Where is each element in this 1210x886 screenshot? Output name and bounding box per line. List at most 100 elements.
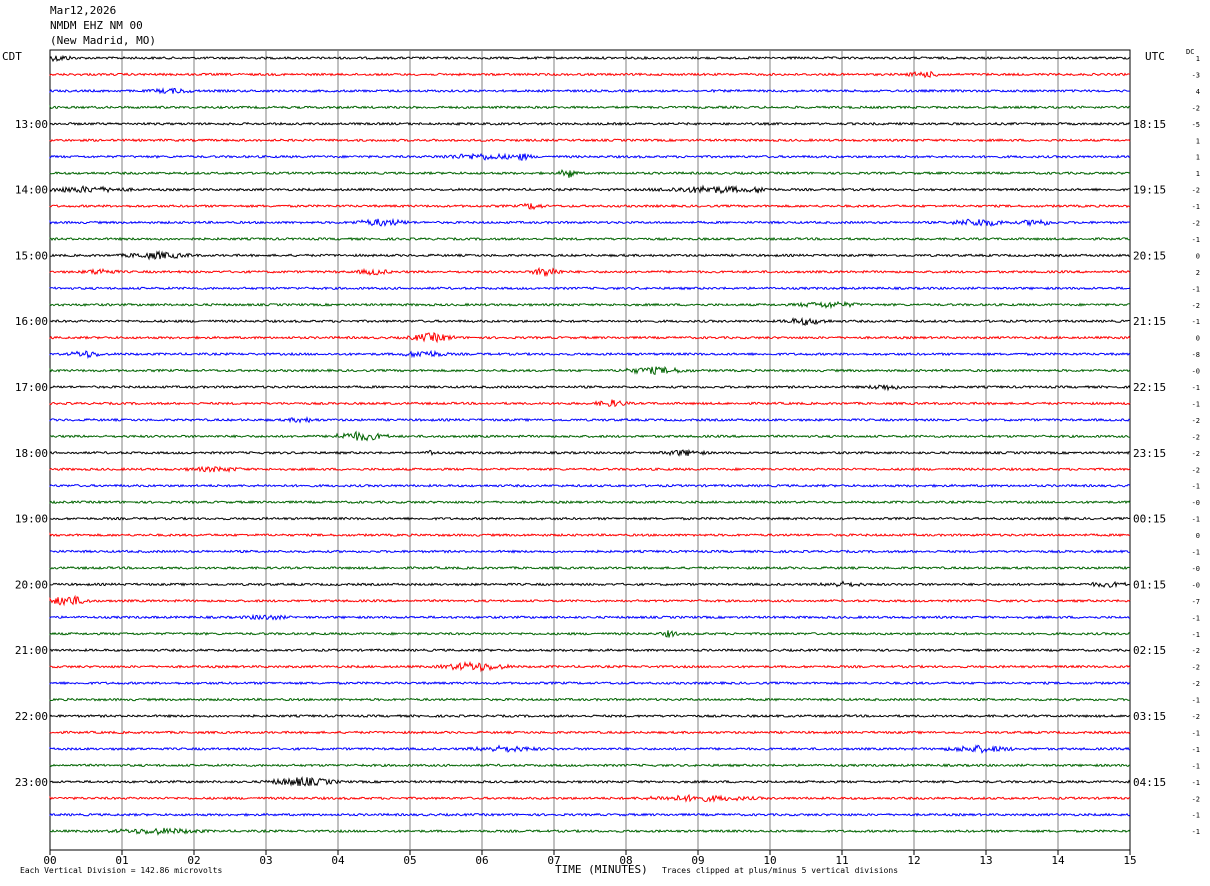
dc-offset-label: -2: [1192, 104, 1200, 112]
x-tick-label: 01: [115, 854, 128, 867]
dc-offset-label: -1: [1192, 400, 1200, 408]
right-hour-label: 03:15: [1133, 710, 1166, 723]
trace-row-11: [49, 236, 1131, 242]
trace-row-0: [49, 54, 1131, 63]
right-hour-label: 02:15: [1133, 644, 1166, 657]
x-tick-label: 06: [475, 854, 488, 867]
dc-offset-label: -2: [1192, 466, 1200, 474]
trace-row-5: [49, 138, 1131, 143]
x-tick-label: 00: [43, 854, 56, 867]
dc-offset-label: -5: [1192, 121, 1200, 129]
dc-offset-label: 4: [1196, 88, 1200, 96]
trace-row-2: [49, 87, 1130, 95]
trace-row-20: [49, 384, 1131, 392]
dc-offset-label: -1: [1192, 614, 1200, 622]
trace-row-21: [49, 399, 1131, 408]
dc-offset-label: 0: [1196, 532, 1200, 540]
trace-row-6: [49, 152, 1131, 162]
trace-row-12: [49, 249, 1131, 261]
dc-offset-label: -1: [1192, 697, 1200, 705]
trace-row-10: [49, 217, 1131, 228]
dc-offset-label: -0: [1192, 499, 1200, 507]
x-tick-label: 09: [691, 854, 704, 867]
x-tick-label: 12: [907, 854, 920, 867]
header-location: (New Madrid, MO): [50, 34, 156, 47]
trace-row-24: [49, 448, 1131, 457]
dc-offset-label: -1: [1192, 285, 1200, 293]
dc-offset-label: -1: [1192, 236, 1200, 244]
header-date: Mar12,2026: [50, 4, 117, 17]
plot-frame: [49, 49, 1131, 851]
dc-offset-label: -2: [1192, 450, 1200, 458]
trace-row-29: [49, 532, 1131, 538]
left-hour-label: 20:00: [15, 578, 48, 591]
trace-row-16: [49, 317, 1131, 327]
dc-offset-label: 0: [1196, 252, 1200, 260]
trace-row-3: [49, 104, 1131, 110]
dc-offset-label: 2: [1196, 269, 1200, 277]
trace-row-46: [49, 812, 1131, 817]
trace-row-38: [49, 680, 1131, 686]
dc-offset-label: -1: [1192, 729, 1200, 737]
trace-row-17: [49, 332, 1131, 344]
dc-offset-label: -2: [1192, 647, 1200, 655]
trace-row-36: [49, 647, 1131, 653]
dc-offset-label: -2: [1192, 713, 1200, 721]
x-tick-label: 07: [547, 854, 560, 867]
trace-row-40: [49, 713, 1131, 719]
left-hour-label: 16:00: [15, 315, 48, 328]
right-hour-label: 20:15: [1133, 249, 1166, 262]
right-hour-label: 04:15: [1133, 776, 1166, 789]
right-hour-label: 00:15: [1133, 513, 1166, 526]
left-hour-label: 13:00: [15, 118, 48, 131]
trace-row-42: [49, 744, 1131, 754]
dc-offset-label: -1: [1192, 762, 1200, 770]
dc-offset-label: 1: [1196, 55, 1200, 63]
dc-offset-label: -1: [1192, 631, 1200, 639]
trace-row-32: [49, 580, 1131, 589]
dc-offset-label: -2: [1192, 302, 1200, 310]
dc-offset-label: 1: [1196, 154, 1200, 162]
dc-offset-label: -1: [1192, 828, 1200, 836]
dc-offset-label: -2: [1192, 433, 1200, 441]
dc-offset-label: -7: [1192, 598, 1200, 606]
trace-row-33: [49, 594, 1131, 607]
trace-row-30: [49, 549, 1130, 554]
trace-row-39: [49, 697, 1131, 702]
right-timezone-label: UTC: [1145, 50, 1165, 63]
left-hour-label: 17:00: [15, 381, 48, 394]
trace-row-19: [49, 366, 1131, 375]
dc-offset-label: 1: [1196, 137, 1200, 145]
x-tick-label: 10: [763, 854, 776, 867]
trace-row-25: [49, 465, 1131, 473]
left-timezone-label: CDT: [2, 50, 22, 63]
dc-offset-label: -2: [1192, 187, 1200, 195]
header-station: NMDM EHZ NM 00: [50, 19, 143, 32]
dc-offset-label: -0: [1192, 581, 1200, 589]
right-hour-label: 22:15: [1133, 381, 1166, 394]
scale-note: Each Vertical Division = 142.86 microvol…: [20, 866, 223, 875]
left-hour-label: 18:00: [15, 447, 48, 460]
trace-row-31: [49, 565, 1131, 571]
trace-row-35: [49, 630, 1131, 638]
dc-offset-label: -8: [1192, 351, 1200, 359]
trace-row-14: [49, 286, 1131, 291]
trace-row-1: [49, 70, 1131, 79]
left-hour-label: 14:00: [15, 184, 48, 197]
trace-row-8: [49, 184, 1130, 195]
dc-offset-label: -3: [1192, 71, 1200, 79]
x-tick-label: 05: [403, 854, 416, 867]
left-hour-label: 23:00: [15, 776, 48, 789]
x-tick-label: 02: [187, 854, 200, 867]
left-hour-label: 21:00: [15, 644, 48, 657]
trace-row-9: [49, 202, 1131, 211]
trace-row-7: [49, 169, 1131, 178]
x-tick-label: 14: [1051, 854, 1065, 867]
dc-offset-label: 0: [1196, 335, 1200, 343]
dc-offset-label: -1: [1192, 779, 1200, 787]
dc-label: DC: [1186, 48, 1195, 56]
dc-offset-label: -0: [1192, 368, 1200, 376]
trace-row-22: [49, 416, 1131, 424]
right-hour-label: 21:15: [1133, 315, 1166, 328]
dc-offset-label: -1: [1192, 384, 1200, 392]
